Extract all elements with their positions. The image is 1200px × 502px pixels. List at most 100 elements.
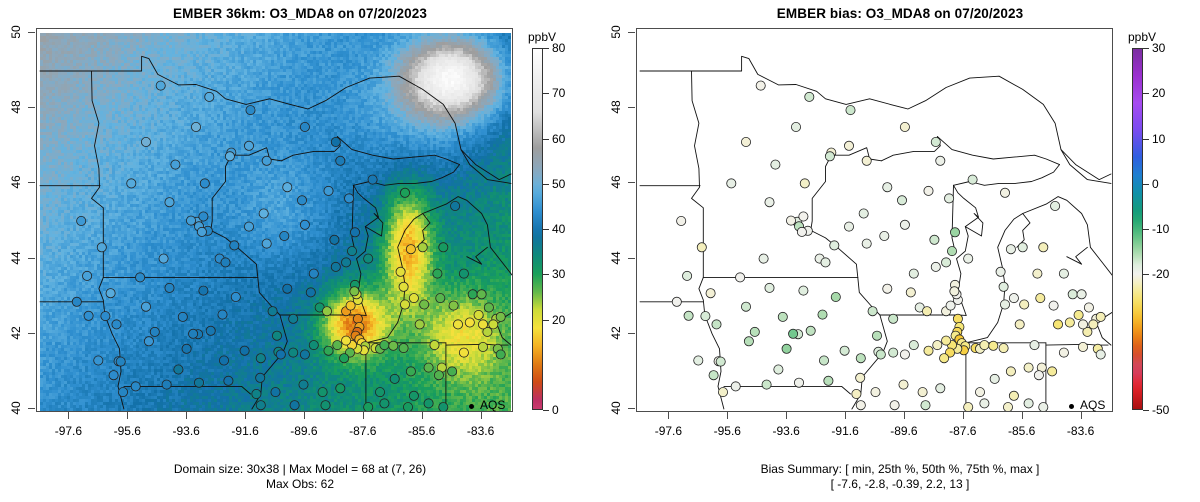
aqs-site-marker[interactable] [363, 402, 374, 412]
aqs-bias-marker[interactable] [790, 122, 801, 133]
aqs-bias-marker[interactable] [861, 155, 872, 166]
aqs-site-marker[interactable] [349, 227, 360, 238]
aqs-bias-marker[interactable] [770, 159, 781, 170]
aqs-site-marker[interactable] [243, 140, 254, 151]
aqs-site-marker[interactable] [477, 319, 488, 330]
aqs-bias-marker[interactable] [908, 268, 919, 279]
aqs-site-marker[interactable] [181, 343, 192, 354]
aqs-bias-marker[interactable] [979, 340, 990, 351]
aqs-bias-marker[interactable] [798, 211, 809, 222]
aqs-bias-marker[interactable] [818, 355, 829, 366]
aqs-site-marker[interactable] [341, 335, 352, 346]
aqs-site-marker[interactable] [105, 288, 116, 299]
aqs-bias-marker[interactable] [945, 300, 956, 311]
aqs-bias-marker[interactable] [1032, 268, 1043, 279]
aqs-site-marker[interactable] [288, 347, 299, 358]
aqs-site-marker[interactable] [488, 319, 499, 330]
aqs-bias-marker[interactable] [917, 387, 928, 398]
aqs-bias-marker[interactable] [1019, 299, 1030, 310]
aqs-site-marker[interactable] [298, 379, 309, 390]
aqs-site-marker[interactable] [452, 319, 463, 330]
aqs-site-marker[interactable] [467, 289, 478, 300]
aqs-bias-marker[interactable] [693, 355, 704, 366]
aqs-site-marker[interactable] [229, 240, 240, 251]
aqs-bias-marker[interactable] [1047, 366, 1058, 377]
aqs-site-marker[interactable] [432, 268, 443, 279]
aqs-bias-marker[interactable] [930, 261, 941, 272]
aqs-site-marker[interactable] [243, 221, 254, 232]
aqs-bias-marker[interactable] [843, 140, 854, 151]
aqs-bias-marker[interactable] [882, 182, 893, 193]
aqs-bias-marker[interactable] [988, 340, 999, 351]
aqs-site-marker[interactable] [204, 91, 215, 102]
aqs-bias-marker[interactable] [1029, 340, 1040, 351]
aqs-site-marker[interactable] [299, 122, 310, 133]
aqs-site-marker[interactable] [344, 193, 355, 204]
aqs-site-marker[interactable] [258, 208, 269, 219]
aqs-site-marker[interactable] [417, 242, 428, 253]
aqs-bias-marker[interactable] [905, 287, 916, 298]
aqs-bias-marker[interactable] [923, 345, 934, 356]
aqs-bias-marker[interactable] [1033, 370, 1044, 381]
aqs-site-marker[interactable] [224, 151, 235, 162]
aqs-bias-marker[interactable] [932, 340, 943, 351]
aqs-bias-marker[interactable] [777, 311, 788, 322]
aqs-site-marker[interactable] [367, 174, 378, 185]
aqs-bias-marker[interactable] [1088, 319, 1099, 330]
aqs-bias-marker[interactable] [743, 336, 754, 347]
aqs-bias-marker[interactable] [946, 246, 957, 257]
aqs-site-marker[interactable] [473, 309, 484, 320]
aqs-site-marker[interactable] [218, 355, 229, 366]
aqs-bias-marker[interactable] [979, 398, 990, 409]
aqs-bias-marker[interactable] [845, 105, 856, 116]
aqs-bias-marker[interactable] [764, 197, 775, 208]
aqs-site-marker[interactable] [161, 379, 172, 390]
aqs-site-marker[interactable] [275, 349, 286, 360]
aqs-bias-marker[interactable] [888, 347, 899, 358]
aqs-site-marker[interactable] [414, 319, 425, 330]
aqs-site-marker[interactable] [308, 340, 319, 351]
aqs-bias-marker[interactable] [1083, 302, 1094, 313]
aqs-bias-marker[interactable] [974, 387, 985, 398]
aqs-site-marker[interactable] [435, 293, 446, 304]
aqs-site-marker[interactable] [305, 287, 316, 298]
aqs-bias-marker[interactable] [682, 270, 693, 281]
aqs-site-marker[interactable] [261, 155, 272, 166]
aqs-site-marker[interactable] [196, 226, 207, 237]
aqs-bias-marker[interactable] [998, 281, 1009, 292]
aqs-site-marker[interactable] [345, 300, 356, 311]
aqs-bias-marker[interactable] [820, 257, 831, 268]
aqs-site-marker[interactable] [477, 341, 488, 352]
aqs-bias-marker[interactable] [963, 402, 974, 412]
aqs-bias-marker[interactable] [798, 285, 809, 296]
aqs-bias-marker[interactable] [823, 375, 834, 386]
aqs-site-marker[interactable] [100, 311, 111, 322]
aqs-bias-marker[interactable] [1077, 319, 1088, 330]
aqs-bias-marker[interactable] [855, 372, 866, 383]
aqs-site-marker[interactable] [279, 230, 290, 241]
aqs-site-marker[interactable] [170, 159, 181, 170]
aqs-site-marker[interactable] [349, 286, 360, 297]
aqs-site-marker[interactable] [111, 319, 122, 330]
aqs-bias-marker[interactable] [899, 219, 910, 230]
aqs-site-marker[interactable] [321, 306, 332, 317]
aqs-bias-marker[interactable] [793, 377, 804, 388]
aqs-bias-marker[interactable] [1017, 242, 1028, 253]
aqs-bias-marker[interactable] [855, 353, 866, 364]
aqs-site-marker[interactable] [450, 200, 461, 211]
aqs-site-marker[interactable] [341, 257, 352, 268]
aqs-site-marker[interactable] [323, 345, 334, 356]
aqs-bias-marker[interactable] [941, 335, 952, 346]
aqs-bias-marker[interactable] [896, 195, 907, 206]
aqs-site-marker[interactable] [329, 234, 340, 245]
aqs-bias-marker[interactable] [796, 226, 807, 237]
aqs-bias-marker[interactable] [1048, 300, 1059, 311]
aqs-bias-marker[interactable] [781, 343, 792, 354]
aqs-site-marker[interactable] [185, 215, 196, 226]
aqs-bias-marker[interactable] [788, 328, 799, 339]
aqs-site-marker[interactable] [164, 282, 175, 293]
aqs-site-marker[interactable] [408, 293, 419, 304]
aqs-site-marker[interactable] [408, 390, 419, 401]
aqs-bias-marker[interactable] [935, 155, 946, 166]
aqs-site-marker[interactable] [458, 268, 469, 279]
